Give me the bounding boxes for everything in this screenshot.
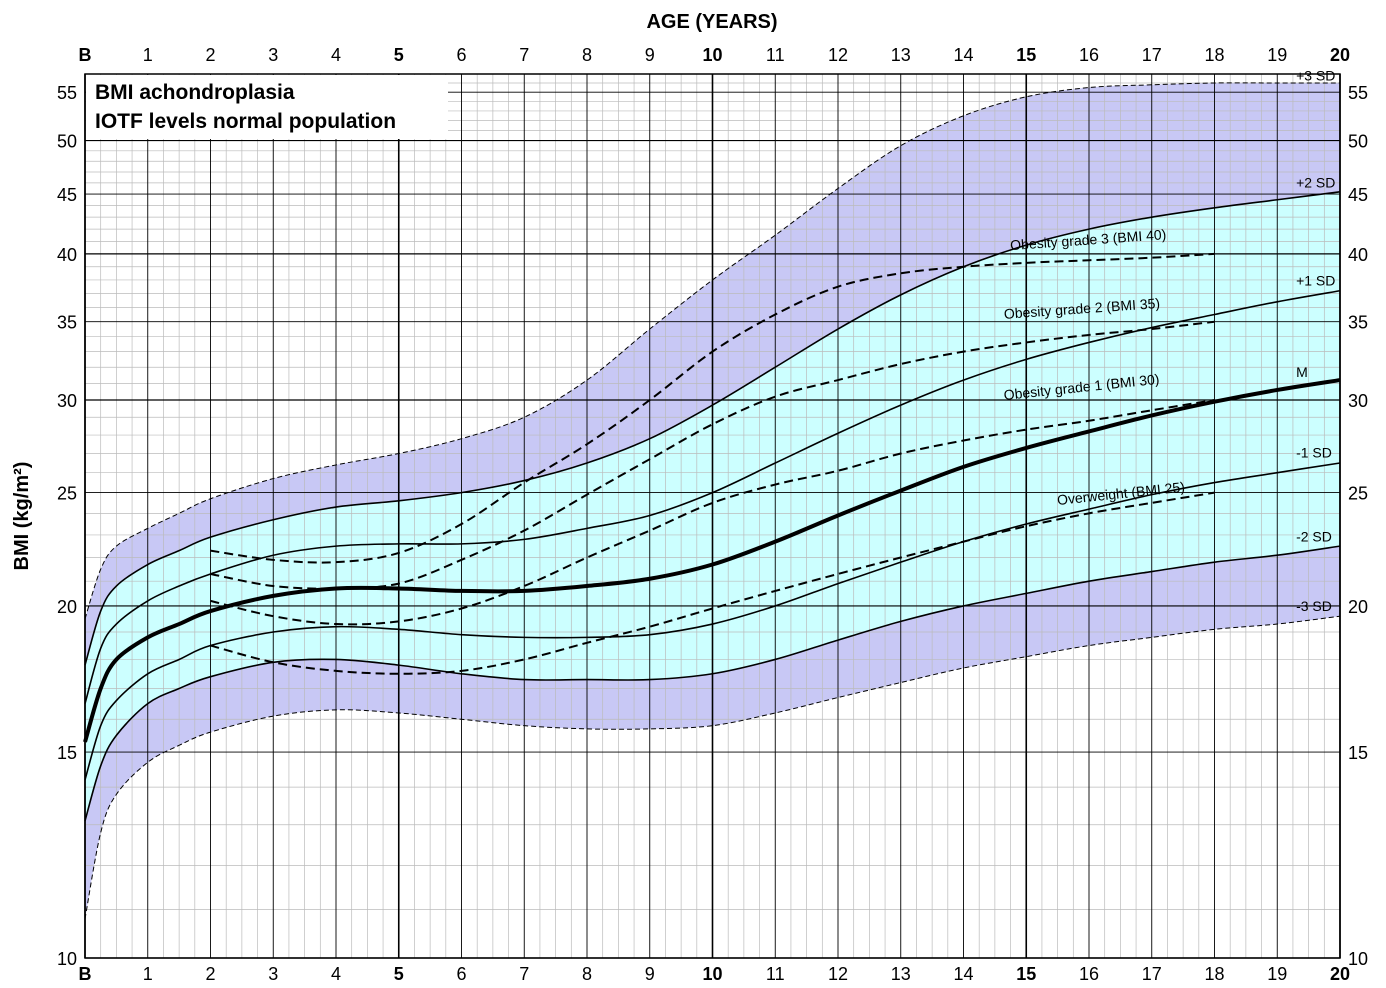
y-tick-label-right: 20 — [1348, 597, 1368, 617]
curve-label-m: M — [1296, 364, 1308, 380]
x-tick-label-top: 4 — [331, 45, 341, 65]
x-tick-label-bottom: 14 — [953, 964, 973, 984]
y-tick-label-left: 40 — [57, 245, 77, 265]
iotf-lines — [210, 252, 1215, 675]
x-tick-label-bottom: 13 — [891, 964, 911, 984]
y-tick-label-right: 45 — [1348, 185, 1368, 205]
x-tick-label-top: 13 — [891, 45, 911, 65]
curve-label-3-sd: +3 SD — [1296, 67, 1335, 83]
y-tick-labels-right: 10 15 20 25 30 35 40 45 50 55 — [1348, 83, 1368, 969]
x-tick-label-top: 1 — [143, 45, 153, 65]
iotf-line-obesity-grade-1-bmi-30 — [210, 399, 1215, 626]
y-tick-label-right: 35 — [1348, 313, 1368, 333]
sd-lines — [83, 82, 1341, 919]
curve-label-2-sd: +2 SD — [1296, 174, 1335, 190]
y-tick-label-left: 10 — [57, 949, 77, 969]
x-tick-label-top: 7 — [519, 45, 529, 65]
y-tick-label-right: 15 — [1348, 743, 1368, 763]
x-tick-label-top: 8 — [582, 45, 592, 65]
x-tick-label-bottom: 15 — [1016, 964, 1036, 984]
x-tick-label-bottom: 18 — [1204, 964, 1224, 984]
x-tick-label-bottom: 3 — [268, 964, 278, 984]
y-tick-label-right: 55 — [1348, 83, 1368, 103]
title-background — [86, 75, 448, 139]
x-tick-label-top: 14 — [953, 45, 973, 65]
x-tick-label-bottom: 8 — [582, 964, 592, 984]
x-tick-label-bottom: 1 — [143, 964, 153, 984]
y-tick-label-left: 25 — [57, 484, 77, 504]
x-tick-label-top: 2 — [205, 45, 215, 65]
sd-line-minus2-sd — [84, 545, 1341, 822]
x-tick-label-top: 12 — [828, 45, 848, 65]
y-tick-label-right: 50 — [1348, 132, 1368, 152]
x-tick-label-bottom: 17 — [1142, 964, 1162, 984]
y-tick-label-left: 35 — [57, 313, 77, 333]
chart-title-line-1: BMI achondroplasia — [95, 81, 295, 104]
x-tick-label-top: 6 — [456, 45, 466, 65]
y-axis-title: BMI (kg/m²) — [11, 462, 33, 571]
plot-frame — [84, 73, 1341, 959]
iotf-line-obesity-grade-2-bmi-35 — [210, 320, 1215, 590]
x-tick-label-top: 15 — [1016, 45, 1036, 65]
x-tick-label-bottom: 20 — [1330, 964, 1350, 984]
sd-line-median — [83, 378, 1341, 743]
curve-label-1-sd: -1 SD — [1296, 444, 1332, 460]
x-tick-label-bottom: 2 — [205, 964, 215, 984]
chart-title-line-2: IOTF levels normal population — [95, 110, 396, 133]
sd-line-minus3-sd — [84, 615, 1341, 919]
x-axis-title: AGE (YEARS) — [646, 11, 777, 33]
y-tick-labels-left: 10 15 20 25 30 35 40 45 50 55 — [57, 83, 77, 969]
curve-label-2-sd: -2 SD — [1296, 529, 1332, 545]
x-tick-labels-bottom: B 1 2 3 4 5 6 7 8 9 10 11 12 13 14 15 16 17 18 19 20 — [79, 964, 1351, 984]
x-tick-label-bottom: 6 — [456, 964, 466, 984]
x-tick-label-bottom: 7 — [519, 964, 529, 984]
x-tick-label-top: 11 — [766, 45, 785, 65]
sd-line-plus3-sd — [84, 82, 1340, 619]
x-tick-label-bottom: B — [79, 964, 92, 984]
y-tick-label-left: 20 — [57, 597, 77, 617]
x-tick-label-top: 9 — [645, 45, 655, 65]
curve-label-3-sd: -3 SD — [1296, 598, 1332, 614]
x-tick-label-top: 19 — [1267, 45, 1287, 65]
y-tick-label-left: 55 — [57, 83, 77, 103]
x-tick-label-bottom: 16 — [1079, 964, 1099, 984]
x-tick-label-top: 16 — [1079, 45, 1099, 65]
x-tick-label-bottom: 9 — [645, 964, 655, 984]
x-tick-labels-top: B 1 2 3 4 5 6 7 8 9 10 11 12 13 14 15 16 17 18 19 20 — [79, 45, 1351, 65]
major-grid — [84, 74, 1341, 959]
iotf-line-obesity-grade-3-bmi-40 — [210, 252, 1215, 564]
x-tick-label-bottom: 11 — [766, 964, 785, 984]
x-tick-label-top: 5 — [394, 45, 404, 65]
x-tick-label-top: 17 — [1142, 45, 1162, 65]
x-tick-label-top: 20 — [1330, 45, 1350, 65]
x-tick-label-top: 10 — [702, 45, 722, 65]
sd-line-minus1-sd — [84, 462, 1341, 781]
x-tick-label-top: 3 — [268, 45, 278, 65]
y-tick-label-left: 30 — [57, 391, 77, 411]
y-tick-label-right: 30 — [1348, 391, 1368, 411]
y-tick-label-left: 45 — [57, 185, 77, 205]
x-tick-label-bottom: 4 — [331, 964, 341, 984]
x-tick-label-bottom: 19 — [1267, 964, 1287, 984]
y-tick-label-left: 15 — [57, 743, 77, 763]
x-tick-label-top: B — [79, 45, 92, 65]
sd-line-plus1-sd — [84, 289, 1341, 704]
y-tick-label-left: 50 — [57, 132, 77, 152]
x-tick-label-bottom: 10 — [702, 964, 722, 984]
y-tick-label-right: 40 — [1348, 245, 1368, 265]
x-tick-label-top: 18 — [1204, 45, 1224, 65]
x-tick-label-bottom: 5 — [394, 964, 404, 984]
sd-line-plus2-sd — [84, 191, 1341, 666]
curve-label-1-sd: +1 SD — [1296, 272, 1335, 288]
y-tick-label-right: 25 — [1348, 484, 1368, 504]
iotf-line-overweight-bmi-25 — [210, 491, 1215, 675]
x-tick-label-bottom: 12 — [828, 964, 848, 984]
chart-title-box: BMI achondroplasia IOTF levels normal po… — [86, 75, 448, 139]
y-tick-label-right: 10 — [1348, 949, 1368, 969]
